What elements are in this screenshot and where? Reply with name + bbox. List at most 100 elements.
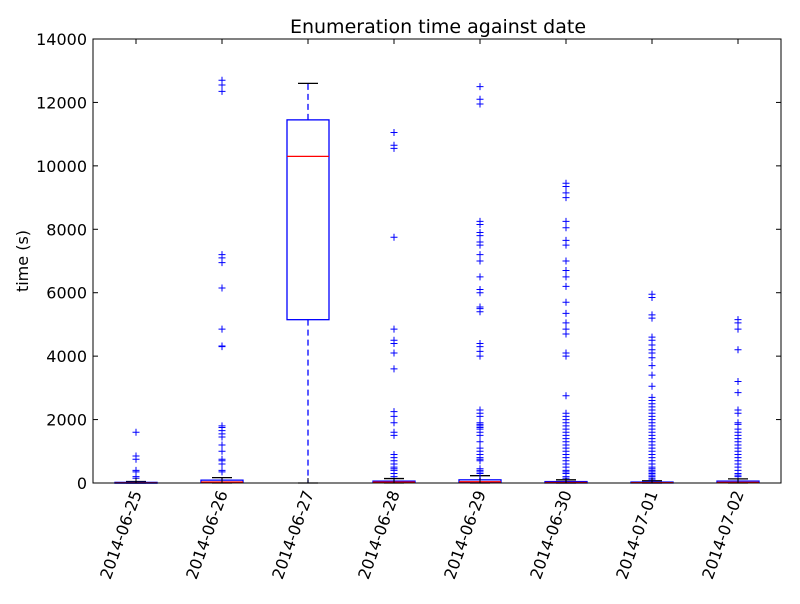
box-group-2014-06-25 [114,428,158,484]
outlier-point [218,455,226,463]
x-axis-ticks: 2014-06-25 2014-06-26 2014-06-27 2014-06-28… [96,39,748,582]
x-tick-label: 2014-06-26 [182,488,232,582]
outlier-point [562,349,570,357]
outlier-point [734,406,742,414]
x-tick-label: 2014-07-01 [612,488,662,582]
outlier-point [734,389,742,397]
outlier-point [476,438,484,446]
outlier-point [390,336,398,344]
outlier-point [218,441,226,449]
x-tick-label: 2014-06-25 [96,488,146,582]
outlier-point [390,419,398,427]
chart-title: Enumeration time against date [290,16,586,38]
outlier-point [476,339,484,347]
outlier-point [734,419,742,427]
outlier-point [476,419,484,427]
outlier-point [218,87,226,95]
outlier-point [562,179,570,187]
y-axis-ticks: 0 2000 4000 6000 8000 10000 12000 14000 [36,30,781,493]
y-tick-label: 14000 [36,30,87,49]
box-group-2014-06-28 [372,129,416,484]
outlier-point [132,428,140,436]
outlier-point [476,257,484,265]
y-tick-label: 8000 [46,220,87,239]
outlier-point [218,422,226,430]
outlier-point [648,333,656,341]
outlier-point [476,303,484,311]
outlier-point [218,76,226,84]
outlier-point [390,450,398,458]
outlier-point [476,406,484,414]
outlier-point [476,83,484,91]
outlier-point [734,325,742,333]
outlier-point [218,466,226,474]
outlier-point [218,342,226,350]
box-iqr [286,119,330,321]
outlier-point [390,349,398,357]
outlier-point [390,408,398,416]
plot-marks [114,76,760,484]
outlier-point [562,298,570,306]
outlier-point [648,362,656,370]
outlier-point [390,325,398,333]
outlier-point [648,382,656,390]
x-tick-label: 2014-07-02 [698,488,748,582]
outlier-point [562,273,570,281]
outlier-point [476,228,484,236]
outlier-point [648,393,656,401]
outlier-point [390,141,398,149]
outlier-point [476,238,484,246]
outlier-point [476,95,484,103]
outlier-point [648,371,656,379]
x-tick-label: 2014-06-28 [354,488,404,582]
outlier-point [648,290,656,298]
x-tick-label: 2014-06-27 [268,488,318,582]
outlier-point [734,378,742,386]
outlier-point [562,257,570,265]
outlier-point [390,233,398,241]
outlier-point [132,452,140,460]
box-group-2014-07-02 [716,316,760,484]
box-group-2014-06-26 [200,76,244,484]
outlier-point [218,284,226,292]
outlier-point [476,465,484,473]
y-tick-label: 6000 [46,284,87,303]
outlier-point [648,311,656,319]
outlier-point [476,251,484,259]
box-group-2014-06-29 [458,83,502,484]
y-tick-label: 4000 [46,347,87,366]
outlier-point [476,273,484,281]
x-tick-label: 2014-06-30 [526,488,576,582]
outlier-point [562,319,570,327]
box-group-2014-06-30 [544,179,588,484]
outlier-point [390,129,398,137]
y-tick-label: 0 [77,474,87,493]
outlier-point [562,267,570,275]
y-tick-label: 12000 [36,93,87,112]
x-tick-label: 2014-06-29 [440,488,490,582]
y-tick-label: 10000 [36,157,87,176]
outlier-point [390,365,398,373]
outlier-point [562,224,570,232]
y-axis-label: time (s) [13,230,32,292]
outlier-point [218,325,226,333]
outlier-point [476,217,484,225]
outlier-point [476,444,484,452]
outlier-point [734,316,742,324]
outlier-point [390,428,398,436]
outlier-point [734,346,742,354]
outlier-point [562,282,570,290]
outlier-point [562,189,570,197]
box-group-2014-07-01 [630,290,674,484]
outlier-point [562,309,570,317]
outlier-point [132,466,140,474]
outlier-point [562,392,570,400]
plot-area-border [92,38,782,484]
outlier-point [218,251,226,259]
box-group-2014-06-27 [286,82,330,484]
axes-frame [92,38,782,484]
outlier-point [476,286,484,294]
y-tick-label: 2000 [46,411,87,430]
